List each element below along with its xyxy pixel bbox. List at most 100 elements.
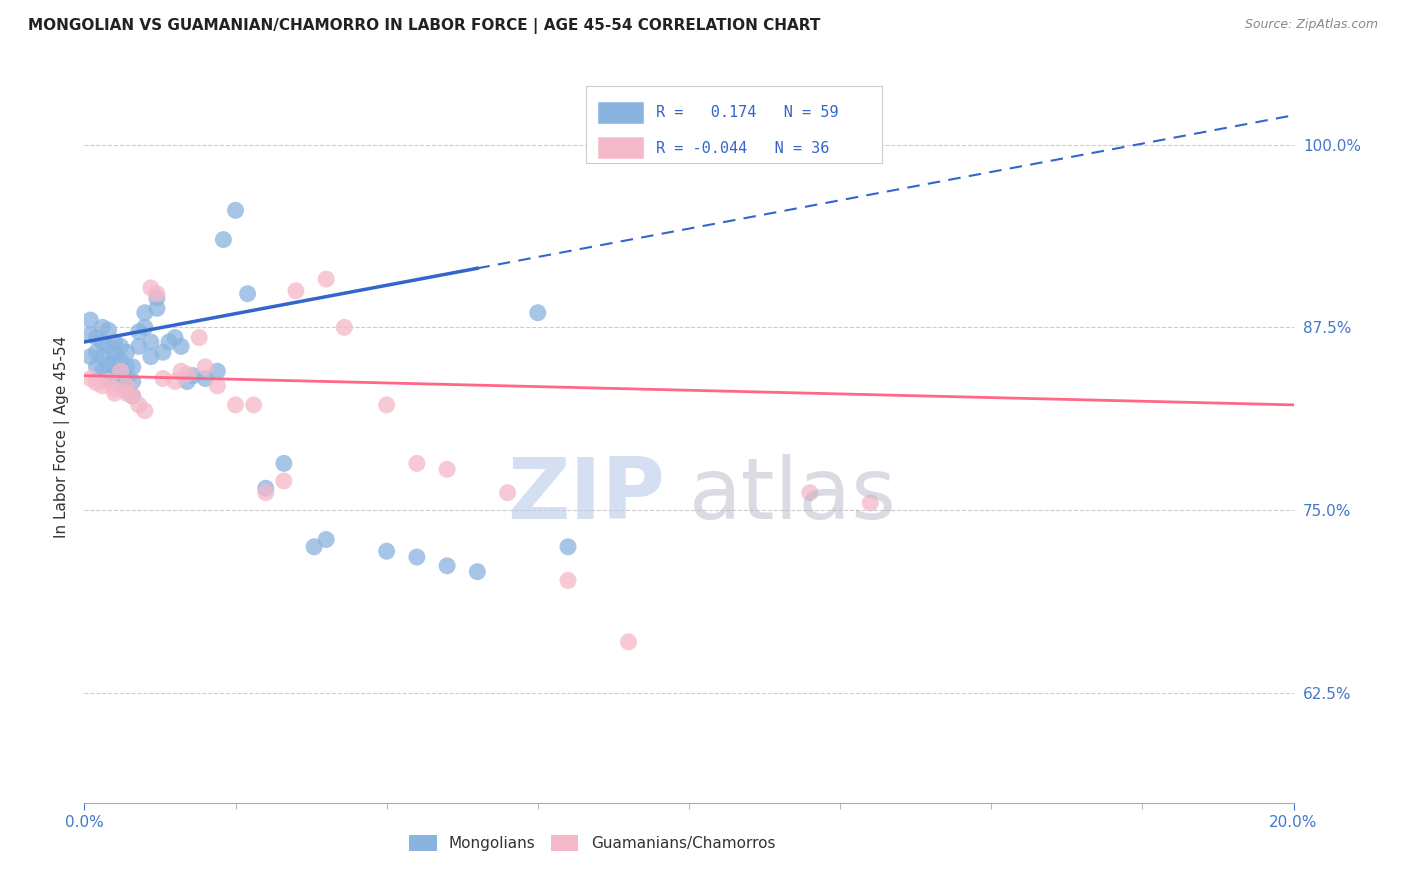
Point bbox=[115, 379, 138, 393]
Point bbox=[128, 398, 150, 412]
Point bbox=[115, 386, 138, 401]
Point bbox=[86, 345, 108, 359]
Point bbox=[165, 375, 187, 389]
Point bbox=[139, 334, 162, 349]
Point bbox=[110, 339, 132, 353]
Point bbox=[97, 357, 120, 371]
Text: R = -0.044   N = 36: R = -0.044 N = 36 bbox=[657, 141, 830, 155]
Point bbox=[146, 301, 169, 316]
Point bbox=[859, 496, 882, 510]
Point bbox=[121, 389, 143, 403]
Point bbox=[157, 334, 180, 349]
Point bbox=[115, 359, 138, 374]
Point bbox=[121, 389, 143, 403]
Point bbox=[285, 284, 308, 298]
Point bbox=[104, 334, 127, 349]
Point bbox=[273, 457, 295, 471]
Point bbox=[134, 320, 156, 334]
Point bbox=[194, 371, 217, 385]
Point bbox=[315, 272, 337, 286]
Point bbox=[104, 364, 127, 378]
FancyBboxPatch shape bbox=[586, 86, 883, 163]
Point bbox=[139, 281, 162, 295]
Point bbox=[110, 368, 132, 383]
Point bbox=[617, 635, 640, 649]
Point bbox=[115, 384, 138, 398]
Point bbox=[97, 375, 120, 389]
Point bbox=[128, 325, 150, 339]
Point bbox=[436, 558, 458, 573]
Point bbox=[170, 339, 193, 353]
Point bbox=[79, 350, 101, 364]
Point bbox=[557, 574, 579, 588]
Point bbox=[406, 549, 429, 564]
Point bbox=[121, 359, 143, 374]
Point bbox=[97, 339, 120, 353]
Point bbox=[104, 375, 127, 389]
Point bbox=[86, 330, 108, 344]
Point bbox=[273, 474, 295, 488]
Point bbox=[333, 320, 356, 334]
Legend: Mongolians, Guamanians/Chamorros: Mongolians, Guamanians/Chamorros bbox=[404, 830, 782, 857]
Point bbox=[79, 313, 101, 327]
Point bbox=[212, 233, 235, 247]
Point bbox=[467, 565, 489, 579]
Point bbox=[86, 376, 108, 390]
Point bbox=[146, 291, 169, 305]
Point bbox=[91, 364, 114, 378]
Point bbox=[91, 320, 114, 334]
Point bbox=[207, 379, 229, 393]
Point bbox=[315, 533, 337, 547]
Point bbox=[225, 203, 247, 218]
Point bbox=[165, 330, 187, 344]
Point bbox=[79, 327, 101, 342]
Point bbox=[146, 286, 169, 301]
Point bbox=[188, 330, 211, 344]
Point bbox=[91, 379, 114, 393]
Point bbox=[254, 485, 277, 500]
Point bbox=[181, 368, 204, 383]
FancyBboxPatch shape bbox=[599, 102, 644, 124]
Point bbox=[134, 403, 156, 417]
Point bbox=[225, 398, 247, 412]
Text: Source: ZipAtlas.com: Source: ZipAtlas.com bbox=[1244, 18, 1378, 31]
Point bbox=[104, 354, 127, 368]
Point bbox=[176, 375, 198, 389]
Point bbox=[79, 371, 101, 385]
FancyBboxPatch shape bbox=[599, 137, 644, 159]
Point bbox=[170, 364, 193, 378]
Point bbox=[152, 345, 174, 359]
Point bbox=[104, 345, 127, 359]
Point bbox=[496, 485, 519, 500]
Point bbox=[134, 306, 156, 320]
Point bbox=[176, 367, 198, 381]
Point bbox=[375, 544, 398, 558]
Point bbox=[799, 485, 821, 500]
Point bbox=[375, 398, 398, 412]
Point bbox=[406, 457, 429, 471]
Point bbox=[91, 334, 114, 349]
Point bbox=[115, 371, 138, 385]
Point bbox=[128, 339, 150, 353]
Point bbox=[139, 350, 162, 364]
Point bbox=[97, 323, 120, 337]
Point bbox=[104, 386, 127, 401]
Text: R =   0.174   N = 59: R = 0.174 N = 59 bbox=[657, 105, 839, 120]
Point bbox=[86, 359, 108, 374]
Text: MONGOLIAN VS GUAMANIAN/CHAMORRO IN LABOR FORCE | AGE 45-54 CORRELATION CHART: MONGOLIAN VS GUAMANIAN/CHAMORRO IN LABOR… bbox=[28, 18, 821, 34]
Text: atlas: atlas bbox=[689, 454, 897, 537]
Point bbox=[242, 398, 264, 412]
Text: ZIP: ZIP bbox=[508, 454, 665, 537]
Point bbox=[236, 286, 259, 301]
Point bbox=[207, 364, 229, 378]
Point bbox=[115, 345, 138, 359]
Point bbox=[110, 354, 132, 368]
Point bbox=[152, 371, 174, 385]
Point bbox=[527, 306, 550, 320]
Point bbox=[302, 540, 325, 554]
Point bbox=[110, 364, 132, 378]
Point bbox=[254, 481, 277, 495]
Point bbox=[91, 350, 114, 364]
Y-axis label: In Labor Force | Age 45-54: In Labor Force | Age 45-54 bbox=[55, 336, 70, 538]
Point bbox=[97, 371, 120, 385]
